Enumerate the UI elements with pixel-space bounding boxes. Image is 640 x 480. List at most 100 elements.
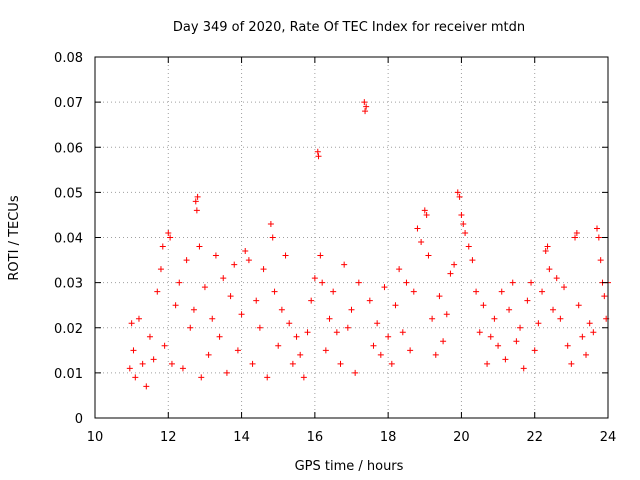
data-point — [550, 306, 557, 313]
data-point — [421, 207, 428, 214]
data-point — [429, 315, 436, 322]
data-point — [337, 360, 344, 367]
data-point — [460, 220, 467, 227]
data-point — [363, 103, 370, 110]
data-point — [132, 374, 139, 381]
data-point — [436, 293, 443, 300]
data-point — [322, 347, 329, 354]
y-axis-label: ROTI / TECUs — [7, 195, 22, 280]
data-point — [583, 351, 590, 358]
y-tick-label: 0.08 — [54, 51, 83, 66]
data-point — [192, 198, 199, 205]
data-point — [403, 279, 410, 286]
data-point — [447, 270, 454, 277]
data-point — [539, 288, 546, 295]
data-point — [311, 275, 318, 282]
data-point — [172, 302, 179, 309]
data-point — [440, 338, 447, 345]
data-point — [179, 365, 186, 372]
data-point — [308, 297, 315, 304]
data-point — [366, 297, 373, 304]
data-point — [557, 315, 564, 322]
x-tick-label: 10 — [87, 430, 104, 445]
data-point — [227, 293, 234, 300]
data-point — [374, 320, 381, 327]
data-point — [271, 288, 278, 295]
data-point — [317, 252, 324, 259]
data-point — [161, 342, 168, 349]
x-tick-labels: 10 12 14 16 18 20 22 24 — [87, 430, 617, 445]
data-point — [513, 338, 520, 345]
data-point — [249, 360, 256, 367]
data-point — [544, 243, 551, 250]
data-point — [341, 261, 348, 268]
data-point — [595, 234, 602, 241]
data-point — [242, 248, 249, 255]
data-point — [597, 257, 604, 264]
data-point — [575, 302, 582, 309]
data-point — [333, 329, 340, 336]
data-point — [381, 284, 388, 291]
data-point — [594, 225, 601, 232]
data-point — [480, 302, 487, 309]
y-tick-label: 0.07 — [54, 96, 83, 111]
x-axis-label: GPS time / hours — [295, 459, 404, 474]
data-point — [154, 288, 161, 295]
data-point — [330, 288, 337, 295]
data-point — [253, 297, 260, 304]
data-point — [476, 329, 483, 336]
data-point — [130, 347, 137, 354]
y-tick-label: 0.04 — [54, 232, 83, 247]
data-point — [220, 275, 227, 282]
data-point — [198, 374, 205, 381]
data-point — [473, 288, 480, 295]
data-point — [498, 288, 505, 295]
data-point — [159, 243, 166, 250]
data-point — [495, 342, 502, 349]
data-point — [361, 99, 368, 106]
x-tick-label: 22 — [526, 430, 543, 445]
x-tick-label: 14 — [233, 430, 250, 445]
data-point — [146, 333, 153, 340]
y-tick-label: 0.01 — [54, 367, 83, 382]
x-tick-label: 18 — [380, 430, 397, 445]
data-point — [385, 333, 392, 340]
data-point — [168, 360, 175, 367]
data-point — [157, 266, 164, 273]
data-point — [491, 315, 498, 322]
data-point — [414, 225, 421, 232]
data-point — [590, 329, 597, 336]
data-point — [517, 324, 524, 331]
data-point — [352, 369, 359, 376]
data-point — [487, 333, 494, 340]
data-point — [216, 333, 223, 340]
data-point — [502, 356, 509, 363]
data-point — [564, 342, 571, 349]
data-point — [484, 360, 491, 367]
data-point — [561, 284, 568, 291]
data-point — [546, 266, 553, 273]
data-point — [579, 333, 586, 340]
data-point — [264, 374, 271, 381]
data-point — [506, 306, 513, 313]
data-point — [531, 347, 538, 354]
data-point — [388, 360, 395, 367]
data-point — [423, 211, 430, 218]
data-point — [183, 257, 190, 264]
data-point — [399, 329, 406, 336]
data-point — [282, 252, 289, 259]
data-point — [267, 220, 274, 227]
axis-ticks — [94, 56, 609, 419]
data-point — [568, 360, 575, 367]
data-point — [269, 234, 276, 241]
data-point — [196, 243, 203, 250]
y-tick-label: 0.05 — [54, 186, 83, 201]
data-point — [348, 306, 355, 313]
data-point — [238, 311, 245, 318]
data-point — [293, 333, 300, 340]
data-point — [553, 275, 560, 282]
data-point — [392, 302, 399, 309]
data-point — [304, 329, 311, 336]
data-point — [362, 108, 369, 115]
data-point — [275, 342, 282, 349]
